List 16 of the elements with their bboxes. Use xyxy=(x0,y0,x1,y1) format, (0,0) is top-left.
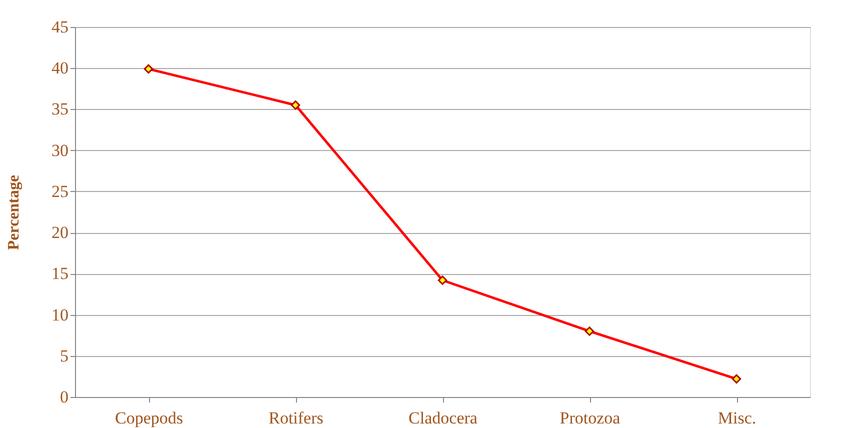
x-tick-label: Misc. xyxy=(718,408,756,428)
x-tick-label: Rotifers xyxy=(268,408,324,428)
y-tick-label: 40 xyxy=(52,58,68,78)
y-tick-label: 35 xyxy=(52,100,68,119)
y-tick-label: 25 xyxy=(52,182,68,201)
y-tick-label: 0 xyxy=(60,388,68,406)
y-tick-label: 20 xyxy=(52,223,68,242)
x-tick-label: Protozoa xyxy=(560,408,621,428)
y-axis-title: Percentage xyxy=(6,174,22,250)
y-tick-label: 15 xyxy=(52,264,68,284)
x-tick-label: Cladocera xyxy=(408,408,478,428)
y-tick-label: 30 xyxy=(52,140,68,160)
y-tick-label: 10 xyxy=(52,305,68,324)
y-tick-label: 45 xyxy=(52,18,68,36)
x-tick-label: Copepods xyxy=(115,408,183,428)
y-tick-label: 5 xyxy=(60,346,68,366)
